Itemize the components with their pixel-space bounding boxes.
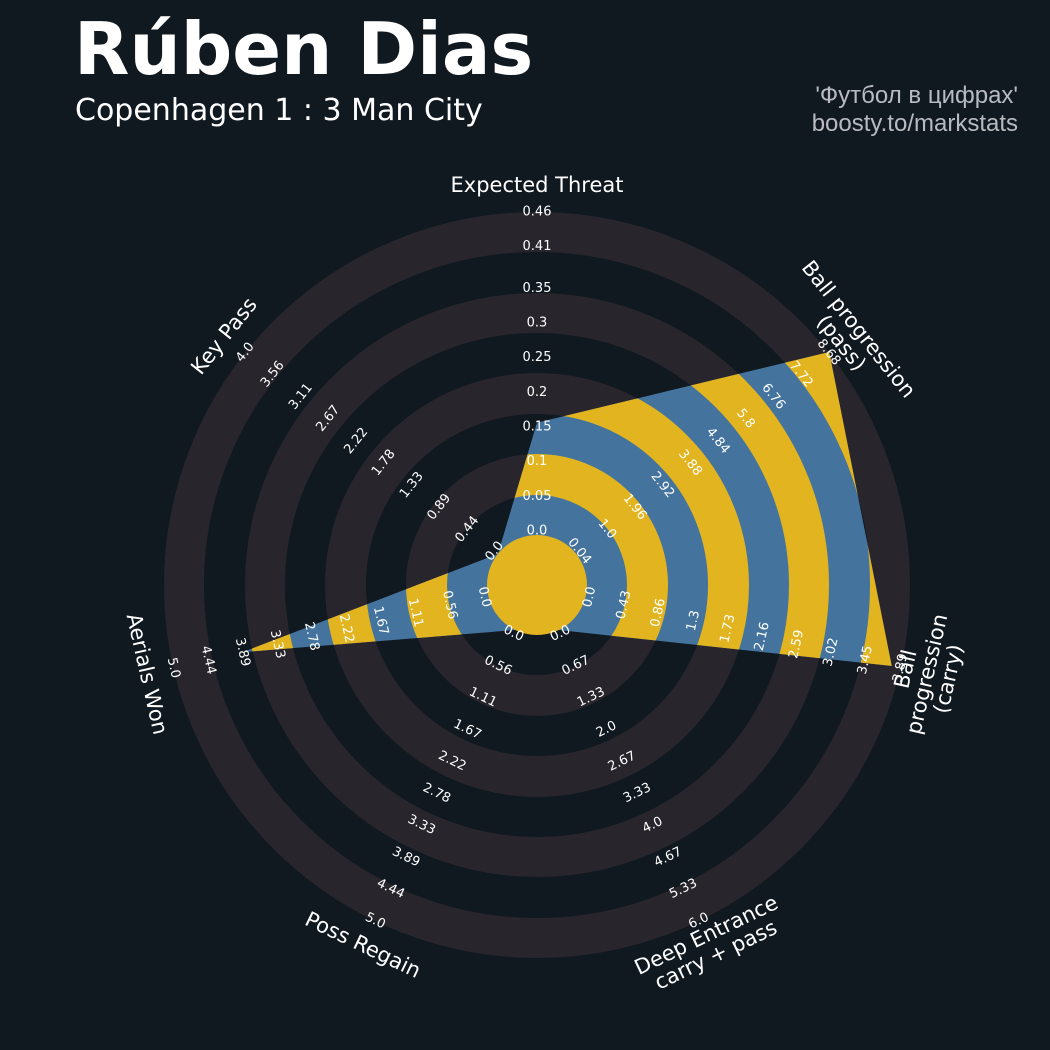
tick-label: 0.2	[527, 385, 548, 400]
radar-ring	[406, 454, 668, 666]
credit: 'Футбол в цифрах'	[815, 82, 1018, 109]
chart-title: Rúben Dias	[74, 7, 534, 91]
tick-label: 1.3	[684, 609, 703, 633]
tick-label: 2.22	[336, 613, 357, 645]
tick-label: 0.25	[523, 350, 552, 365]
tick-label: 0.46	[523, 205, 552, 220]
tick-label: 2.16	[752, 621, 773, 653]
tick-label: 3.45	[855, 644, 876, 676]
tick-label: 0.0	[580, 585, 599, 609]
tick-label: 3.33	[621, 780, 654, 806]
tick-label: 0.3	[527, 315, 548, 330]
tick-label: 1.73	[717, 613, 738, 645]
tick-label: 2.78	[420, 780, 453, 806]
axis-label: Expected Threat	[450, 172, 624, 197]
tick-label: 0.35	[523, 281, 552, 296]
tick-label: 0.05	[523, 489, 552, 504]
tick-label: 5.0	[164, 656, 183, 680]
tick-label: 1.11	[405, 597, 426, 629]
tick-label: 0.86	[648, 597, 669, 629]
tick-label: 3.33	[267, 629, 288, 661]
tick-label: 0.1	[527, 454, 548, 469]
tick-label: 0.15	[523, 419, 552, 434]
chart-subtitle: Copenhagen 1 : 3 Man City	[75, 93, 483, 128]
tick-label: 2.22	[341, 425, 371, 457]
tick-label: 4.44	[198, 644, 219, 676]
credit: boosty.to/markstats	[811, 110, 1018, 137]
background-ring	[164, 212, 910, 958]
tick-label: 0.0	[527, 524, 548, 539]
tick-label: 3.89	[232, 636, 253, 668]
tick-label: 0.56	[439, 589, 460, 621]
center-circle	[487, 535, 587, 635]
tick-label: 3.02	[821, 636, 842, 668]
tick-label: 0.43	[613, 589, 634, 621]
tick-label: 3.89	[890, 652, 911, 684]
tick-label: 2.78	[301, 621, 322, 653]
tick-label: 0.0	[475, 585, 494, 609]
tick-label: 1.67	[370, 605, 391, 637]
tick-label: 0.41	[523, 239, 552, 254]
tick-label: 2.59	[786, 628, 807, 660]
